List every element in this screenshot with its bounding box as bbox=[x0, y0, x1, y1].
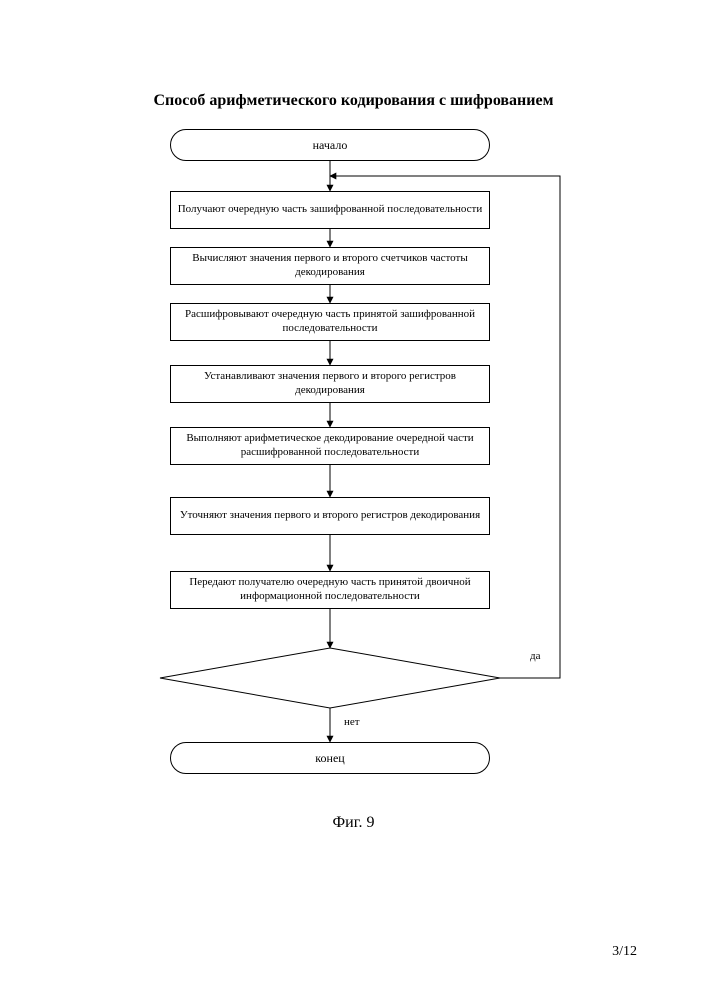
flow-start: начало bbox=[170, 129, 490, 161]
edge-label-yes: да bbox=[530, 650, 540, 662]
flow-end: конец bbox=[170, 742, 490, 774]
page-number: 3/12 bbox=[612, 944, 637, 960]
process-step: Выполняют арифметическое декодирование о… bbox=[170, 427, 490, 465]
process-step: Вычисляют значения первого и второго сче… bbox=[170, 247, 490, 285]
process-step: Уточняют значения первого и второго реги… bbox=[170, 497, 490, 535]
process-label: Получают очередную часть зашифрованной п… bbox=[178, 203, 483, 217]
page-title: Способ арифметического кодирования с шиф… bbox=[0, 92, 707, 110]
process-label: Уточняют значения первого и второго реги… bbox=[180, 509, 480, 523]
decision-label: Есть очередные части ЗП? bbox=[220, 670, 440, 682]
process-label: Передают получателю очередную часть прин… bbox=[177, 576, 483, 604]
process-label: Вычисляют значения первого и второго сче… bbox=[177, 252, 483, 280]
process-label: Выполняют арифметическое декодирование о… bbox=[177, 432, 483, 460]
edge-label-no: нет bbox=[344, 716, 360, 728]
process-label: Устанавливают значения первого и второго… bbox=[177, 370, 483, 398]
page: Способ арифметического кодирования с шиф… bbox=[0, 0, 707, 1000]
process-step: Получают очередную часть зашифрованной п… bbox=[170, 191, 490, 229]
process-step: Передают получателю очередную часть прин… bbox=[170, 571, 490, 609]
process-step: Расшифровывают очередную часть принятой … bbox=[170, 303, 490, 341]
figure-caption: Фиг. 9 bbox=[0, 814, 707, 832]
flow-end-label: конец bbox=[315, 751, 344, 766]
flow-start-label: начало bbox=[313, 138, 348, 153]
process-step: Устанавливают значения первого и второго… bbox=[170, 365, 490, 403]
process-label: Расшифровывают очередную часть принятой … bbox=[177, 308, 483, 336]
